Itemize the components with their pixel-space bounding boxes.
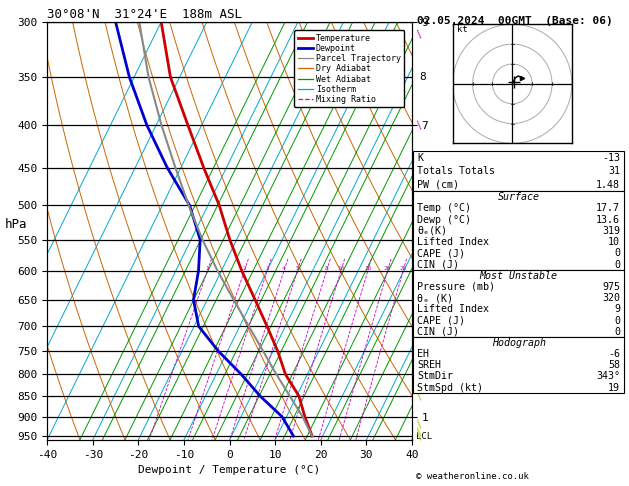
Text: -6: -6	[608, 349, 620, 359]
Text: Most Unstable: Most Unstable	[479, 271, 558, 281]
Text: StmSpd (kt): StmSpd (kt)	[417, 382, 483, 393]
Text: 9: 9	[614, 304, 620, 314]
Text: /: /	[414, 192, 425, 204]
Text: θₑ(K): θₑ(K)	[417, 226, 447, 236]
Text: 975: 975	[602, 282, 620, 292]
Text: Temp (°C): Temp (°C)	[417, 203, 471, 213]
Text: Pressure (mb): Pressure (mb)	[417, 282, 495, 292]
Text: 0: 0	[614, 315, 620, 326]
Text: 319: 319	[602, 226, 620, 236]
Text: K: K	[417, 153, 423, 163]
Text: SREH: SREH	[417, 360, 441, 370]
Text: /: /	[414, 271, 425, 282]
Text: 8: 8	[419, 72, 426, 82]
Text: 17.7: 17.7	[596, 203, 620, 213]
Text: 25: 25	[399, 266, 407, 271]
Text: 15: 15	[364, 266, 372, 271]
Text: Totals Totals: Totals Totals	[417, 166, 495, 176]
Text: Dewp (°C): Dewp (°C)	[417, 215, 471, 225]
Text: © weatheronline.co.uk: © weatheronline.co.uk	[416, 472, 529, 481]
Text: PW (cm): PW (cm)	[417, 180, 459, 190]
Text: CAPE (J): CAPE (J)	[417, 315, 465, 326]
Text: /: /	[414, 390, 425, 402]
Text: 10: 10	[337, 266, 345, 271]
Text: CIN (J): CIN (J)	[417, 260, 459, 270]
Text: 0: 0	[614, 260, 620, 270]
Text: 343°: 343°	[596, 371, 620, 382]
Text: 3: 3	[265, 266, 269, 271]
Text: /: /	[414, 427, 425, 438]
Text: 58: 58	[608, 360, 620, 370]
Text: EH: EH	[417, 349, 429, 359]
Text: 2: 2	[242, 266, 246, 271]
Text: /: /	[414, 431, 425, 442]
Text: 02.05.2024  00GMT  (Base: 06): 02.05.2024 00GMT (Base: 06)	[417, 16, 613, 26]
Text: Lifted Index: Lifted Index	[417, 237, 489, 247]
Text: 5: 5	[296, 266, 299, 271]
Text: Hodograph: Hodograph	[492, 338, 545, 348]
Text: /: /	[414, 28, 425, 39]
Text: 4: 4	[282, 266, 286, 271]
Text: 19: 19	[608, 382, 620, 393]
Text: CAPE (J): CAPE (J)	[417, 248, 465, 259]
Text: 1: 1	[206, 266, 209, 271]
Text: 0: 0	[614, 327, 620, 337]
Text: 20: 20	[384, 266, 391, 271]
Text: CIN (J): CIN (J)	[417, 327, 459, 337]
Y-axis label: km
ASL: km ASL	[423, 231, 440, 252]
X-axis label: Dewpoint / Temperature (°C): Dewpoint / Temperature (°C)	[138, 465, 321, 475]
Text: Lifted Index: Lifted Index	[417, 304, 489, 314]
Text: StmDir: StmDir	[417, 371, 453, 382]
Text: 320: 320	[602, 293, 620, 303]
Text: Surface: Surface	[498, 192, 540, 202]
Text: 13.6: 13.6	[596, 215, 620, 225]
Text: /: /	[414, 419, 425, 430]
Text: 30°08'N  31°24'E  188m ASL: 30°08'N 31°24'E 188m ASL	[47, 8, 242, 21]
Text: kt: kt	[457, 25, 467, 34]
Text: θₑ (K): θₑ (K)	[417, 293, 453, 303]
Y-axis label: hPa: hPa	[4, 218, 27, 231]
Text: 1.48: 1.48	[596, 180, 620, 190]
Text: Mixing Ratio (g/kg): Mixing Ratio (g/kg)	[441, 175, 451, 287]
Text: 8: 8	[325, 266, 328, 271]
Text: 10: 10	[608, 237, 620, 247]
Text: -13: -13	[602, 153, 620, 163]
Text: 31: 31	[608, 166, 620, 176]
Text: LCL: LCL	[416, 432, 432, 441]
Text: /: /	[414, 120, 425, 131]
Text: 0: 0	[614, 248, 620, 259]
Legend: Temperature, Dewpoint, Parcel Trajectory, Dry Adiabat, Wet Adiabat, Isotherm, Mi: Temperature, Dewpoint, Parcel Trajectory…	[294, 30, 404, 107]
